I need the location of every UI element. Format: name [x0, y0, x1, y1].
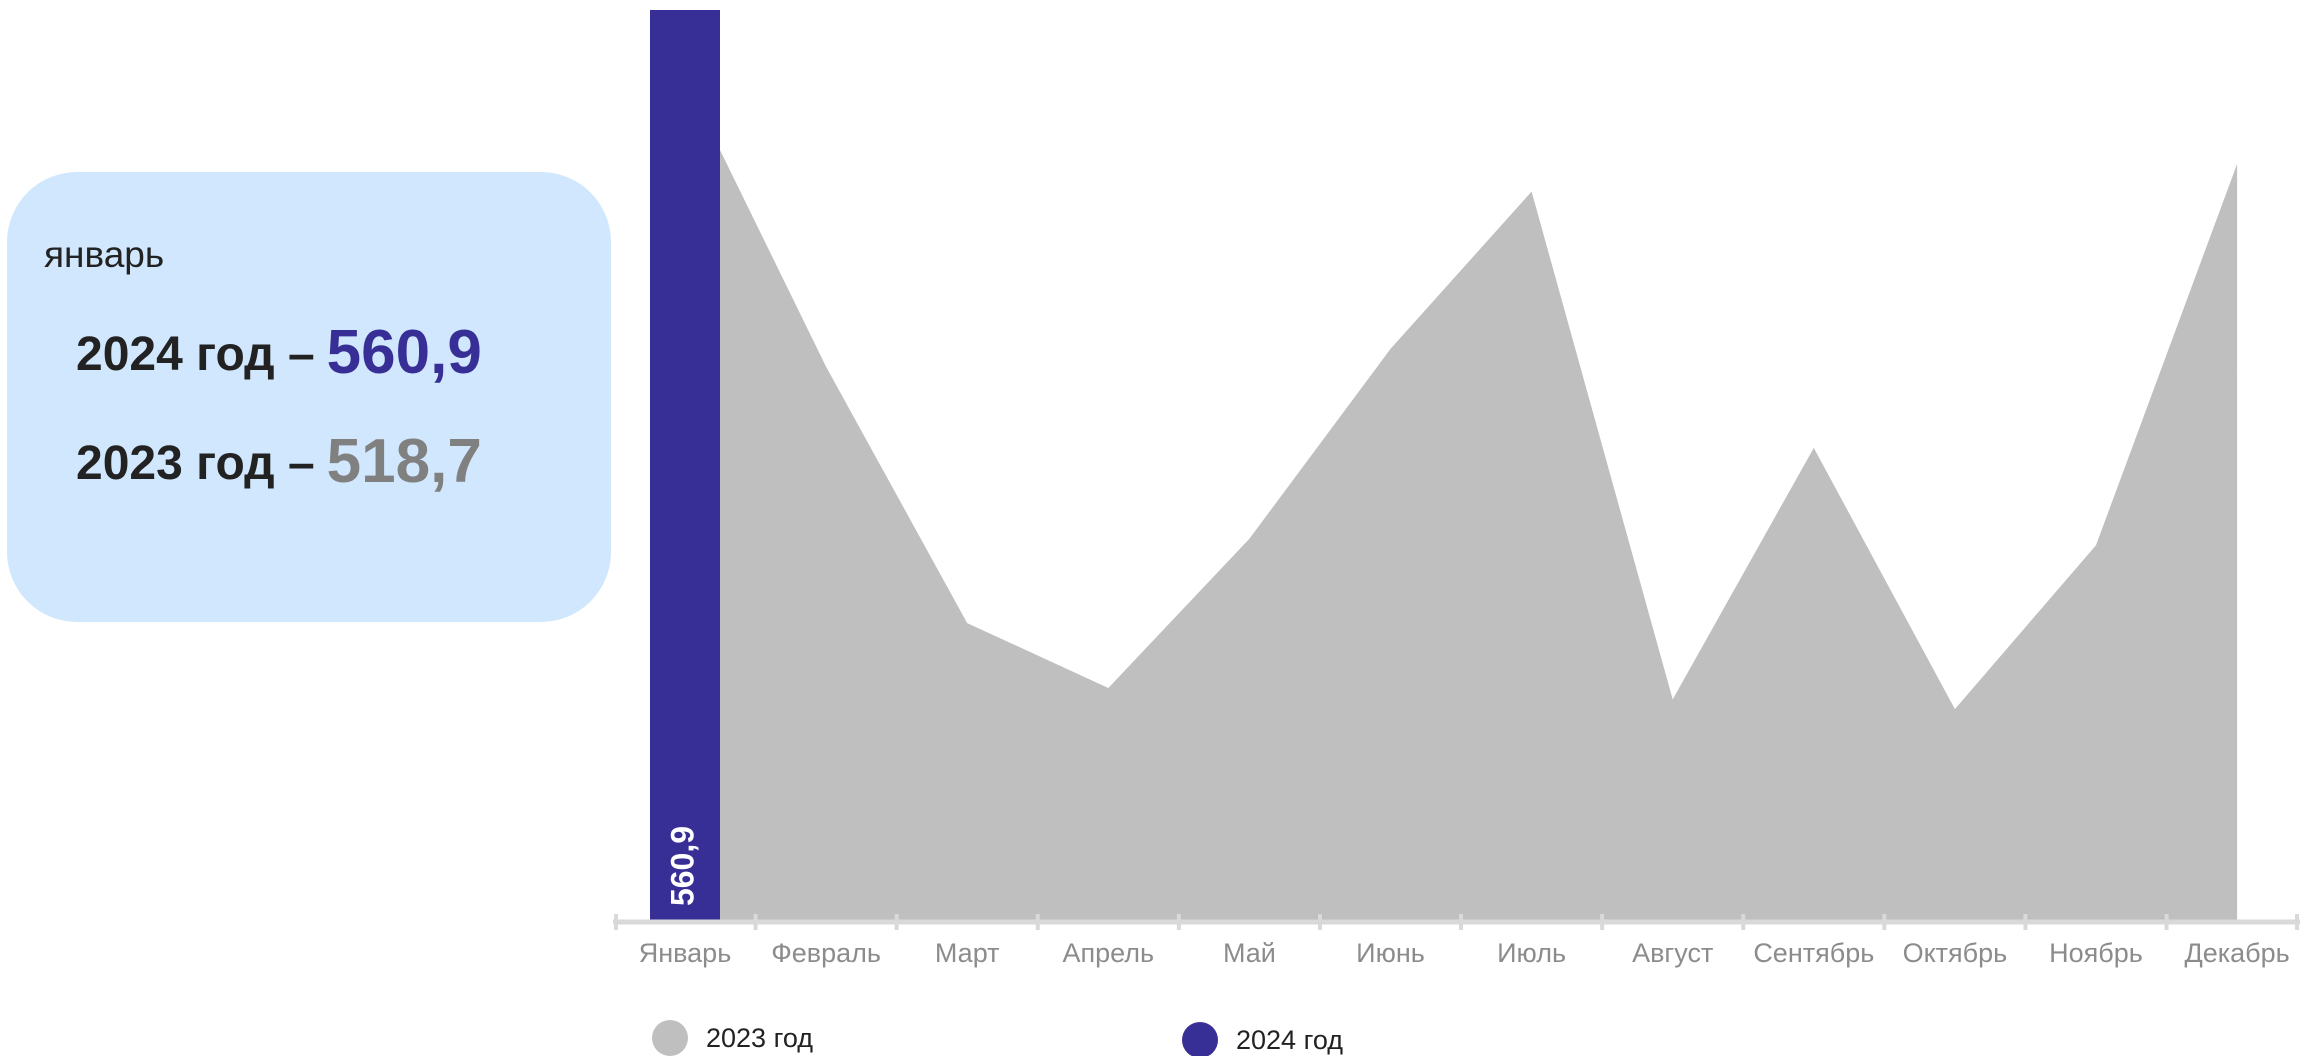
bar-label: 560,9	[664, 826, 700, 906]
x-tick-label: Ноябрь	[2049, 938, 2143, 968]
x-tick-label: Май	[1223, 938, 1276, 968]
panel-row: 2024 год –560,9	[76, 318, 482, 387]
legend-label: 2023 год	[706, 1023, 813, 1053]
panel-row-value: 518,7	[327, 427, 482, 496]
x-tick-label: Январь	[639, 938, 732, 968]
panel-row-label: 2023 год –	[76, 437, 315, 490]
x-tick-label: Июль	[1497, 938, 1566, 968]
x-tick-label: Декабрь	[2184, 938, 2289, 968]
info-panel	[7, 172, 611, 622]
legend-label: 2024 год	[1236, 1025, 1343, 1055]
x-tick-label: Октябрь	[1903, 938, 2008, 968]
panel-row: 2023 год –518,7	[76, 427, 482, 496]
x-tick-label: Июнь	[1356, 938, 1425, 968]
x-tick-label: Апрель	[1063, 938, 1155, 968]
x-tick-label: Август	[1632, 938, 1713, 968]
panel-row-label: 2024 год –	[76, 328, 315, 381]
panel-row-value: 560,9	[327, 318, 482, 387]
x-tick-label: Март	[935, 938, 1000, 968]
x-tick-label: Сентябрь	[1753, 938, 1874, 968]
x-tick-label: Февраль	[771, 938, 881, 968]
legend-swatch	[652, 1020, 688, 1056]
legend-swatch	[1182, 1022, 1218, 1056]
area	[685, 78, 2238, 920]
bar	[650, 10, 720, 920]
panel-month: январь	[44, 234, 164, 275]
